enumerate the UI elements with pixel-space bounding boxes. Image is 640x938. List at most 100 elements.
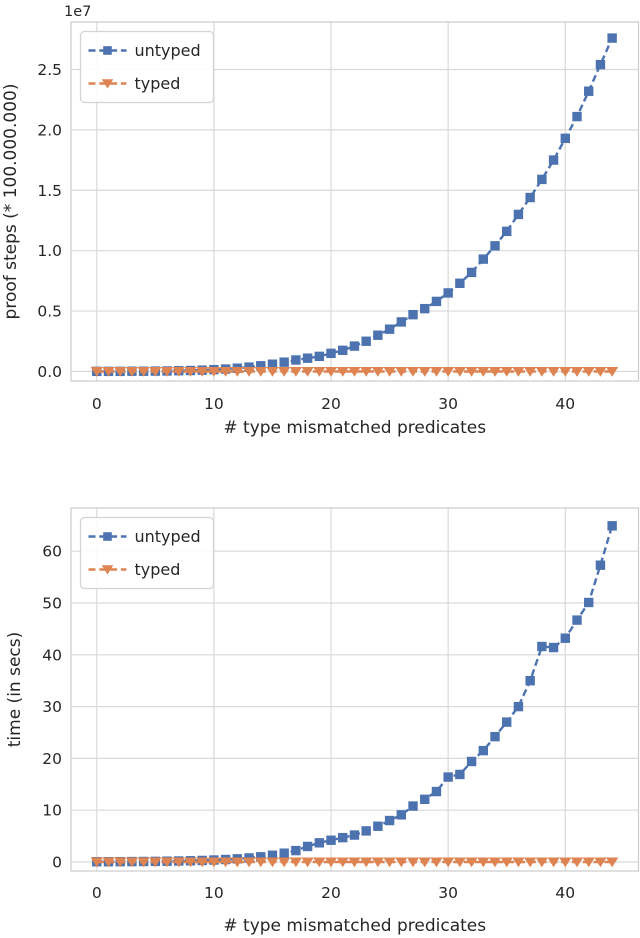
square-marker — [396, 317, 407, 327]
triangle-down-marker — [360, 366, 373, 377]
triangle-down-marker — [254, 857, 267, 868]
square-marker — [384, 815, 395, 826]
x-axis-tick-label: 0 — [92, 395, 102, 413]
y-axis-tick-label: 0.0 — [37, 363, 62, 381]
triangle-down-marker — [102, 366, 115, 377]
triangle-down-marker — [465, 366, 478, 377]
x-axis-tick-label: 10 — [204, 884, 224, 902]
triangle-down-marker — [114, 857, 127, 868]
y-axis-tick-label: 0 — [52, 853, 62, 871]
triangle-down-marker — [102, 857, 115, 868]
triangle-down-marker — [406, 857, 420, 868]
square-marker — [361, 826, 371, 836]
triangle-down-marker — [301, 857, 314, 868]
triangle-down-marker — [430, 366, 443, 377]
triangle-down-marker — [266, 366, 279, 377]
square-marker — [502, 717, 512, 727]
triangle-down-marker — [465, 857, 478, 868]
square-marker — [256, 361, 266, 371]
square-marker — [279, 848, 289, 858]
triangle-down-marker — [125, 857, 139, 868]
triangle-down-marker — [582, 366, 595, 377]
square-marker — [443, 288, 453, 298]
x-axis-label: # type mismatched predicates — [223, 916, 486, 936]
y-axis-tick-label: 1.0 — [37, 242, 62, 260]
square-marker — [256, 852, 266, 862]
square-marker — [291, 355, 301, 365]
triangle-down-marker — [160, 366, 174, 377]
x-axis-tick-label: 20 — [321, 884, 341, 902]
triangle-down-marker — [500, 857, 513, 868]
square-marker — [572, 615, 582, 625]
square-marker — [466, 756, 477, 767]
triangle-down-marker — [360, 857, 373, 868]
square-marker — [302, 841, 313, 852]
triangle-down-marker — [254, 366, 267, 377]
square-marker — [103, 46, 112, 55]
square-marker — [373, 821, 383, 831]
triangle-down-marker — [242, 366, 256, 377]
square-marker — [326, 835, 336, 845]
square-marker — [420, 303, 430, 314]
square-marker — [408, 801, 418, 811]
square-marker — [548, 642, 559, 653]
y-axis-tick-label: 2.5 — [37, 61, 62, 79]
triangle-down-marker — [383, 857, 396, 868]
triangle-down-marker — [219, 857, 232, 868]
square-marker — [548, 155, 559, 165]
legend-label: untyped — [135, 41, 201, 60]
square-marker — [361, 336, 371, 346]
square-marker — [326, 348, 336, 359]
triangle-down-marker — [125, 366, 139, 377]
triangle-down-marker — [570, 857, 584, 868]
x-axis-tick-label: 20 — [321, 395, 341, 413]
triangle-down-marker — [172, 857, 185, 868]
square-marker — [572, 111, 582, 122]
triangle-down-marker — [336, 857, 349, 868]
triangle-down-marker — [453, 366, 466, 377]
square-marker — [537, 641, 547, 652]
triangle-down-marker — [477, 366, 490, 377]
square-marker — [560, 133, 570, 144]
axes-spines — [70, 21, 640, 382]
triangle-down-marker — [289, 366, 303, 377]
triangle-down-marker — [348, 857, 361, 868]
triangle-down-marker — [348, 366, 361, 377]
square-marker — [408, 309, 418, 320]
triangle-down-marker — [606, 857, 619, 868]
square-marker — [420, 794, 430, 805]
square-marker — [537, 174, 547, 185]
triangle-down-marker — [266, 857, 279, 868]
legend-entry-untyped: untyped — [88, 41, 201, 60]
square-marker — [560, 633, 570, 643]
triangle-down-marker — [207, 366, 221, 377]
square-marker — [607, 33, 617, 43]
square-marker — [314, 838, 325, 848]
triangle-down-marker — [512, 857, 525, 868]
y-axis-tick-label: 30 — [42, 698, 62, 716]
triangle-down-marker — [559, 366, 572, 377]
x-axis-tick-label: 10 — [204, 395, 224, 413]
legend-label: typed — [135, 74, 181, 93]
square-marker — [455, 278, 465, 288]
triangle-down-marker — [418, 857, 431, 868]
triangle-down-marker — [430, 857, 443, 868]
y-axis-tick-label: 10 — [42, 802, 62, 820]
square-marker — [478, 254, 489, 264]
triangle-down-marker — [512, 366, 525, 377]
triangle-down-marker — [101, 79, 114, 89]
triangle-down-marker — [524, 366, 537, 377]
triangle-down-marker — [278, 366, 291, 377]
chart-0: 0 10 20 30 40 0.0 0.5 1.0 1.5 2.0 2.5 # type mismat… — [1, 4, 640, 438]
triangle-down-marker — [371, 366, 385, 377]
triangle-down-marker — [114, 366, 127, 377]
legend-entry-untyped: untyped — [88, 527, 201, 546]
triangle-down-marker — [606, 366, 619, 377]
triangle-down-marker — [149, 366, 162, 377]
legend-entry-typed: typed — [88, 74, 181, 93]
square-marker — [525, 192, 535, 203]
triangle-down-marker — [570, 366, 584, 377]
x-axis-label: # type mismatched predicates — [223, 418, 486, 438]
triangle-down-marker — [524, 857, 537, 868]
